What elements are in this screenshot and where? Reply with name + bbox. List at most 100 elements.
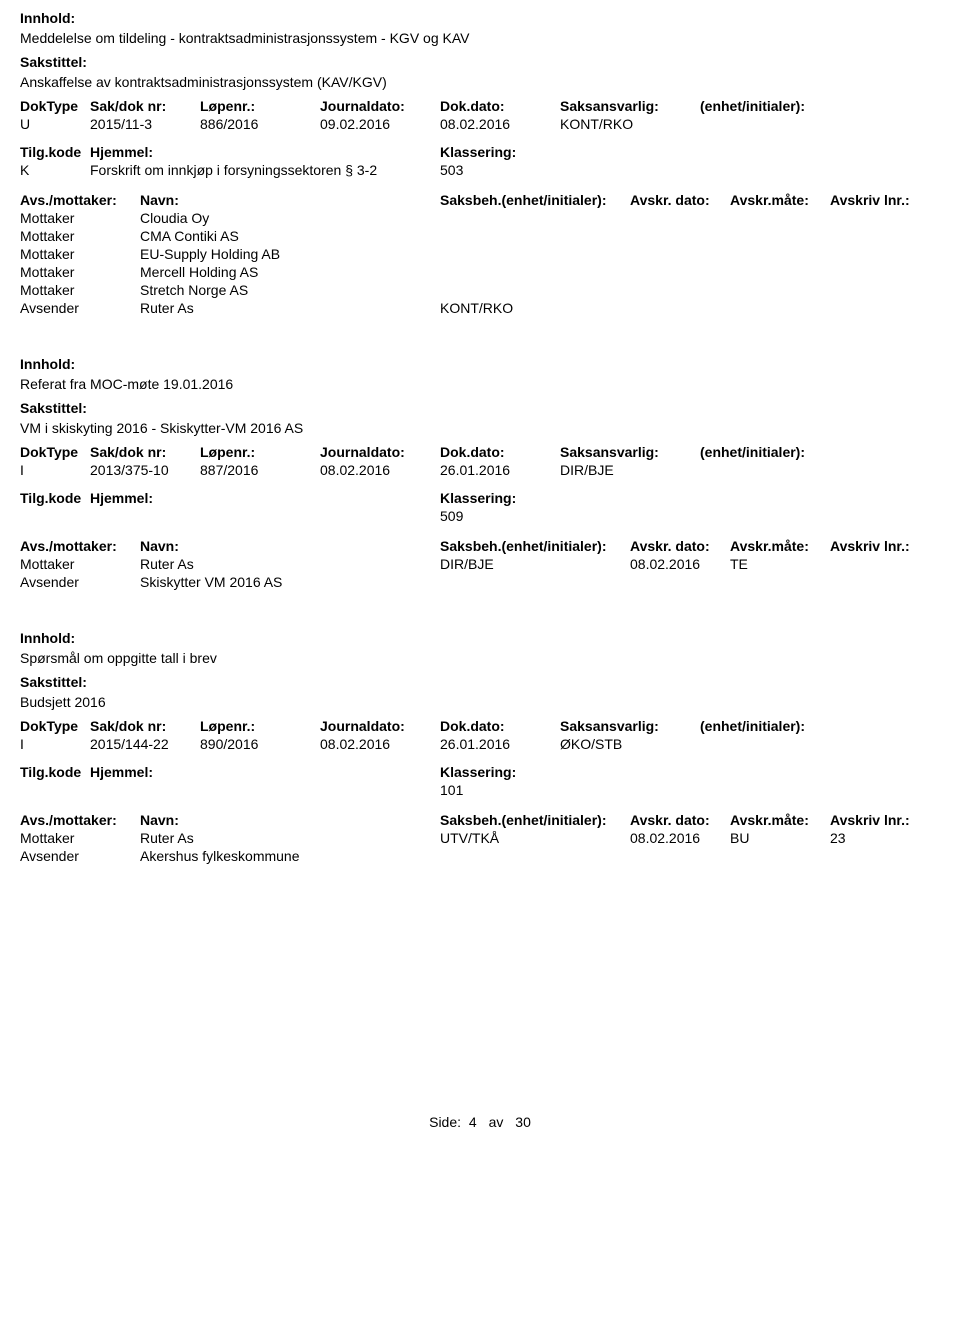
tilg-label-row: Tilg.kodeHjemmel:Klassering: xyxy=(20,764,940,780)
journal-record: Innhold: Meddelelse om tildeling - kontra… xyxy=(20,10,940,316)
sakdok-value: 2015/144-22 xyxy=(90,736,200,752)
party-avskrdato xyxy=(630,282,730,298)
sakdok-header: Sak/dok nr: xyxy=(90,718,200,734)
party-saksbeh: KONT/RKO xyxy=(440,300,630,316)
party-avskrlnr xyxy=(830,848,930,864)
avsmottaker-header: Avs./mottaker: xyxy=(20,192,140,208)
avskrmate-header: Avskr.måte: xyxy=(730,812,830,828)
party-type: Avsender xyxy=(20,300,140,316)
hjemmel-value xyxy=(90,508,440,524)
sakdok-header: Sak/dok nr: xyxy=(90,98,200,114)
journaldato-value: 09.02.2016 xyxy=(320,116,440,132)
party-navn: Cloudia Oy xyxy=(140,210,440,226)
party-navn: Ruter As xyxy=(140,830,440,846)
lopenr-value: 887/2016 xyxy=(200,462,320,478)
party-row: MottakerEU-Supply Holding AB xyxy=(20,246,940,262)
saksansvarlig-value: KONT/RKO xyxy=(560,116,700,132)
party-row: MottakerRuter AsDIR/BJE08.02.2016TE xyxy=(20,556,940,572)
doc-header-row: DokTypeSak/dok nr:Løpenr.:Journaldato:Do… xyxy=(20,98,940,114)
party-type: Mottaker xyxy=(20,830,140,846)
hjemmel-value xyxy=(90,782,440,798)
avskrlnr-header: Avskriv lnr.: xyxy=(830,192,930,208)
party-avskrdato xyxy=(630,574,730,590)
lopenr-value: 890/2016 xyxy=(200,736,320,752)
party-avskrlnr xyxy=(830,246,930,262)
sakdok-value: 2013/375-10 xyxy=(90,462,200,478)
enhet-header: (enhet/initialer): xyxy=(700,718,840,734)
party-avskrdato: 08.02.2016 xyxy=(630,556,730,572)
saksansvarlig-header: Saksansvarlig: xyxy=(560,98,700,114)
navn-header: Navn: xyxy=(140,812,440,828)
party-type: Avsender xyxy=(20,848,140,864)
klassering-label: Klassering: xyxy=(440,764,516,780)
party-avskrlnr xyxy=(830,300,930,316)
lopenr-header: Løpenr.: xyxy=(200,98,320,114)
saksansvarlig-header: Saksansvarlig: xyxy=(560,718,700,734)
party-avskrlnr xyxy=(830,210,930,226)
hjemmel-value: Forskrift om innkjøp i forsyningssektore… xyxy=(90,162,440,178)
sakstittel-label: Sakstittel: xyxy=(20,674,940,690)
party-saksbeh xyxy=(440,264,630,280)
avskrlnr-header: Avskriv lnr.: xyxy=(830,538,930,554)
party-avskrlnr: 23 xyxy=(830,830,930,846)
tilg-label-row: Tilg.kodeHjemmel:Klassering: xyxy=(20,144,940,160)
saksbeh-header: Saksbeh.(enhet/initialer): xyxy=(440,192,630,208)
party-avskrmate xyxy=(730,246,830,262)
party-navn: Ruter As xyxy=(140,300,440,316)
enhet-value xyxy=(700,462,840,478)
innhold-value: Meddelelse om tildeling - kontraktsadmin… xyxy=(20,30,940,46)
doktype-header: DokType xyxy=(20,98,90,114)
party-avskrlnr xyxy=(830,282,930,298)
party-avskrdato xyxy=(630,246,730,262)
doc-data-row: I2015/144-22890/201608.02.201626.01.2016… xyxy=(20,736,940,752)
tilg-value-row: KForskrift om innkjøp i forsyningssektor… xyxy=(20,162,940,178)
party-saksbeh xyxy=(440,848,630,864)
journaldato-value: 08.02.2016 xyxy=(320,736,440,752)
avskrmate-header: Avskr.måte: xyxy=(730,538,830,554)
party-navn: Skiskytter VM 2016 AS xyxy=(140,574,440,590)
party-avskrdato xyxy=(630,264,730,280)
party-type: Avsender xyxy=(20,574,140,590)
sakstittel-label: Sakstittel: xyxy=(20,400,940,416)
party-avskrmate xyxy=(730,210,830,226)
innhold-value: Referat fra MOC-møte 19.01.2016 xyxy=(20,376,940,392)
saksbeh-header: Saksbeh.(enhet/initialer): xyxy=(440,812,630,828)
doktype-value: I xyxy=(20,736,90,752)
innhold-label: Innhold: xyxy=(20,10,940,26)
doc-data-row: I2013/375-10887/201608.02.201626.01.2016… xyxy=(20,462,940,478)
journaldato-header: Journaldato: xyxy=(320,444,440,460)
party-saksbeh xyxy=(440,210,630,226)
party-avskrmate: TE xyxy=(730,556,830,572)
tilg-value-row: 509 xyxy=(20,508,940,524)
party-saksbeh: UTV/TKÅ xyxy=(440,830,630,846)
party-avskrlnr xyxy=(830,574,930,590)
dokdato-value: 08.02.2016 xyxy=(440,116,560,132)
party-navn: Mercell Holding AS xyxy=(140,264,440,280)
doktype-value: I xyxy=(20,462,90,478)
lopenr-value: 886/2016 xyxy=(200,116,320,132)
sakstittel-value: VM i skiskyting 2016 - Skiskytter-VM 201… xyxy=(20,420,940,436)
hjemmel-label: Hjemmel: xyxy=(90,764,440,780)
avskrdato-header: Avskr. dato: xyxy=(630,192,730,208)
dokdato-value: 26.01.2016 xyxy=(440,736,560,752)
avskrdato-header: Avskr. dato: xyxy=(630,538,730,554)
party-navn: EU-Supply Holding AB xyxy=(140,246,440,262)
party-avskrmate: BU xyxy=(730,830,830,846)
party-avskrlnr xyxy=(830,228,930,244)
party-navn: Akershus fylkeskommune xyxy=(140,848,440,864)
avsmottaker-header: Avs./mottaker: xyxy=(20,538,140,554)
innhold-value: Spørsmål om oppgitte tall i brev xyxy=(20,650,940,666)
tilgkode-label: Tilg.kode xyxy=(20,490,90,506)
sakstittel-label: Sakstittel: xyxy=(20,54,940,70)
party-saksbeh xyxy=(440,282,630,298)
party-type: Mottaker xyxy=(20,264,140,280)
tilgkode-value: K xyxy=(20,162,90,178)
party-row: AvsenderSkiskytter VM 2016 AS xyxy=(20,574,940,590)
party-navn: Stretch Norge AS xyxy=(140,282,440,298)
journaldato-header: Journaldato: xyxy=(320,718,440,734)
party-type: Mottaker xyxy=(20,228,140,244)
dokdato-value: 26.01.2016 xyxy=(440,462,560,478)
tilg-label-row: Tilg.kodeHjemmel:Klassering: xyxy=(20,490,940,506)
klassering-value: 101 xyxy=(440,782,463,798)
party-avskrlnr xyxy=(830,556,930,572)
